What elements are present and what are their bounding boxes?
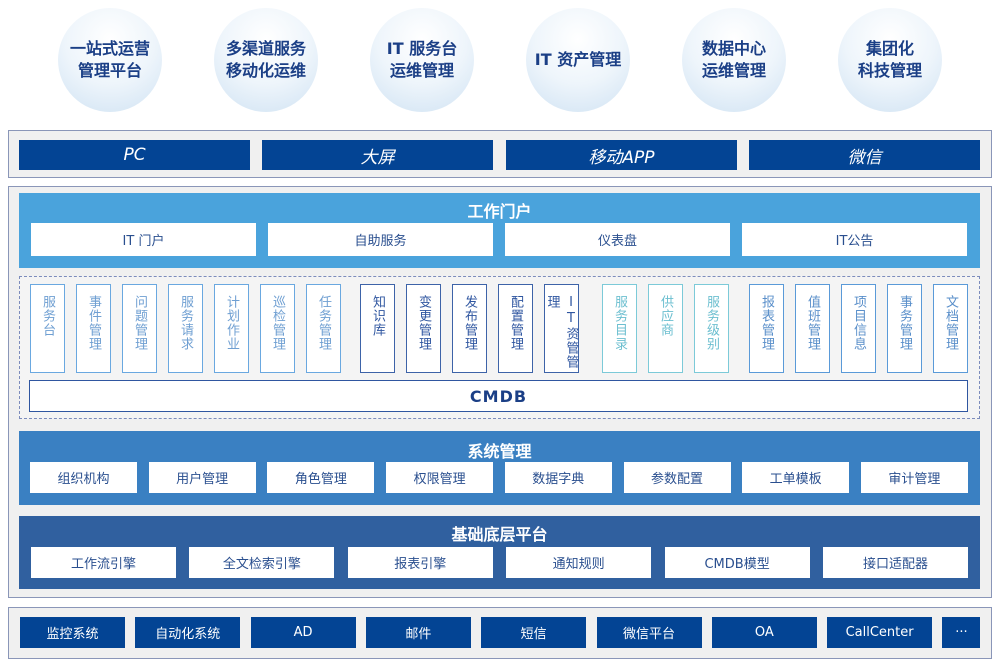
- integration-item[interactable]: CallCenter: [827, 617, 933, 648]
- scenario-label: 一站式运营: [69, 39, 150, 58]
- portal-item[interactable]: 仪表盘: [505, 223, 730, 256]
- module-group2[interactable]: 发布管理: [452, 284, 487, 373]
- module-group3[interactable]: 服务目录: [602, 284, 637, 373]
- module-group2[interactable]: 知识库: [360, 284, 395, 373]
- integration-item[interactable]: 监控系统: [20, 617, 125, 648]
- scenario-label: IT 资产管理: [534, 50, 622, 69]
- module-group1[interactable]: 服务台: [30, 284, 65, 373]
- scenario-circle: IT 服务台 运维管理: [370, 8, 474, 112]
- module-label: 事务管理: [897, 295, 912, 351]
- base-band: 基础底层平台: [19, 516, 980, 589]
- scenario-label: 集团化: [865, 39, 914, 58]
- module-group2[interactable]: 变更管理: [406, 284, 441, 373]
- portal-item[interactable]: IT 门户: [31, 223, 256, 256]
- scenario-circle: 多渠道服务移动化运维: [214, 8, 318, 112]
- base-item[interactable]: 报表引擎: [347, 547, 493, 578]
- module-label: 任务管理: [316, 295, 331, 351]
- module-group2[interactable]: 配置管理: [498, 284, 533, 373]
- channel-button[interactable]: 大屏: [262, 140, 493, 170]
- module-group1[interactable]: 服务请求: [168, 284, 203, 373]
- module-label: 报表管理: [759, 295, 774, 351]
- system-item[interactable]: 审计管理: [860, 462, 968, 493]
- module-label: 供应商: [658, 295, 673, 337]
- module-label: 服务级别: [704, 295, 719, 351]
- scenario-circle: 一站式运营 管理平台: [58, 8, 162, 112]
- integration-item[interactable]: AD: [250, 617, 356, 648]
- module-label: 知识库: [370, 295, 385, 337]
- base-title: 基础底层平台: [451, 525, 548, 544]
- module-group3[interactable]: 服务级别: [694, 284, 729, 373]
- system-item[interactable]: 参数配置: [623, 462, 731, 493]
- module-label: 发布管理: [462, 295, 477, 351]
- system-item[interactable]: 工单模板: [742, 462, 850, 493]
- scenario-label: 管理平台: [77, 61, 142, 80]
- integration-item[interactable]: 微信平台: [596, 617, 702, 648]
- system-item[interactable]: 用户管理: [148, 462, 256, 493]
- integration-item[interactable]: 邮件: [365, 617, 471, 648]
- scenario-label: 数据中心: [701, 39, 766, 58]
- portal-title: 工作门户: [467, 202, 532, 221]
- portal-item[interactable]: 自助服务: [268, 223, 493, 256]
- module-label: 文档管理: [943, 295, 958, 351]
- scenario-label: 科技管理: [857, 61, 922, 80]
- module-label: 计划作业: [224, 295, 239, 351]
- base-item[interactable]: 通知规则: [506, 547, 652, 578]
- scenario-circle: IT 资产管理: [526, 8, 630, 112]
- module-label: 服务目录: [612, 295, 627, 351]
- module-group3[interactable]: 供应商: [648, 284, 683, 373]
- system-title: 系统管理: [467, 442, 532, 461]
- module-group4[interactable]: 文档管理: [933, 284, 968, 373]
- base-item[interactable]: 接口适配器: [823, 547, 968, 578]
- module-group4[interactable]: 项目信息: [841, 284, 876, 373]
- module-group1[interactable]: 巡检管理: [260, 284, 295, 373]
- integration-item[interactable]: 自动化系统: [135, 617, 241, 648]
- module-group1[interactable]: 任务管理: [306, 284, 341, 373]
- system-item[interactable]: 数据字典: [504, 462, 612, 493]
- scenario-label: 运维管理: [389, 61, 454, 80]
- module-group1[interactable]: 计划作业: [214, 284, 249, 373]
- module-group2[interactable]: IT资管管理: [544, 284, 579, 373]
- scenario-label: IT 服务台: [386, 39, 458, 58]
- module-group1[interactable]: 问题管理: [122, 284, 157, 373]
- module-label: 服务请求: [178, 295, 193, 351]
- system-item[interactable]: 组织机构: [30, 462, 137, 493]
- cmdb-bar[interactable]: CMDB: [29, 380, 968, 412]
- module-label: 配置管理: [508, 295, 523, 351]
- module-label: 巡检管理: [270, 295, 285, 351]
- module-label: 问题管理: [132, 295, 147, 351]
- base-item[interactable]: 工作流引擎: [31, 547, 176, 578]
- scenario-circle: 数据中心 运维管理: [682, 8, 786, 112]
- module-label: IT资管管理: [544, 295, 579, 369]
- system-item[interactable]: 角色管理: [267, 462, 375, 493]
- channel-button[interactable]: 微信: [749, 140, 980, 170]
- module-label: 变更管理: [416, 295, 431, 351]
- module-group1[interactable]: 事件管理: [76, 284, 111, 373]
- integration-item[interactable]: 短信: [481, 617, 587, 648]
- integration-item[interactable]: ···: [942, 617, 981, 648]
- module-group4[interactable]: 报表管理: [749, 284, 784, 373]
- system-item[interactable]: 权限管理: [386, 462, 494, 493]
- module-label: 项目信息: [851, 295, 866, 351]
- portal-item[interactable]: IT公告: [742, 223, 967, 256]
- module-label: 服务台: [40, 295, 55, 337]
- integration-item[interactable]: OA: [711, 617, 817, 648]
- scenario-label: 多渠道服务: [225, 39, 306, 58]
- scenario-circle: 集团化 科技管理: [838, 8, 942, 112]
- scenario-label: 移动化运维: [225, 61, 306, 80]
- scenario-label: 运维管理: [701, 61, 766, 80]
- base-item[interactable]: 全文检索引擎: [189, 547, 335, 578]
- base-item[interactable]: CMDB模型: [664, 547, 810, 578]
- module-group4[interactable]: 事务管理: [887, 284, 922, 373]
- channel-button[interactable]: PC: [19, 140, 250, 170]
- module-label: 事件管理: [86, 295, 101, 351]
- module-group4[interactable]: 值班管理: [795, 284, 830, 373]
- module-label: 值班管理: [805, 295, 820, 351]
- channel-button[interactable]: 移动APP: [506, 140, 737, 170]
